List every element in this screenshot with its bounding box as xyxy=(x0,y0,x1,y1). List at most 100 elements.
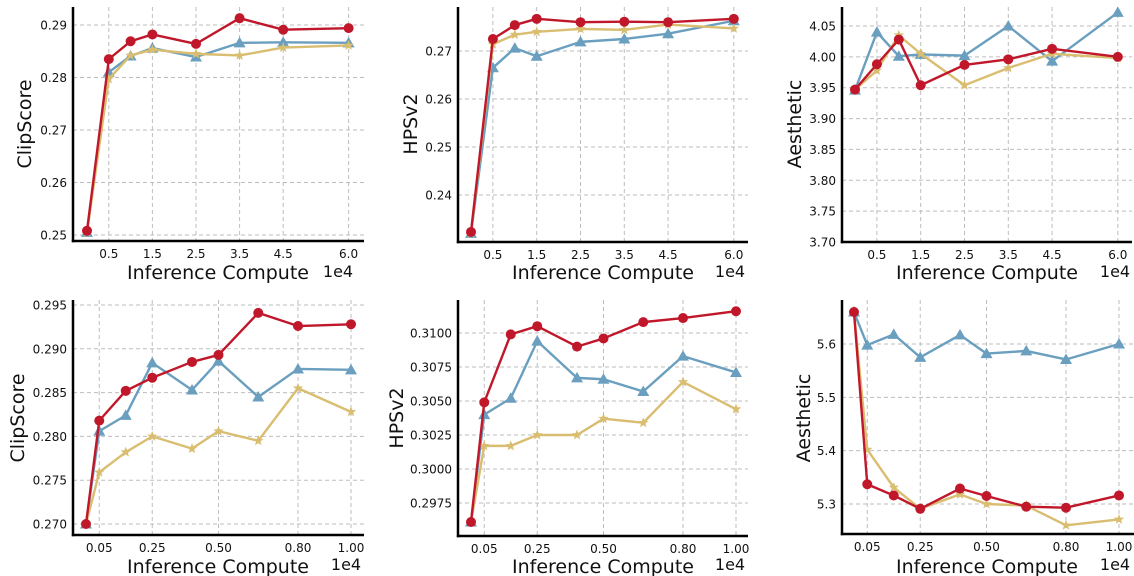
x-tick-label: 2.5 xyxy=(186,247,205,261)
data-point-red xyxy=(531,13,542,24)
x-offset-label: 1e4 xyxy=(715,555,745,574)
series-group xyxy=(849,6,1124,95)
chart-panel-bottom-right: 0.05 0.25 0.50 0.80 1.00 5.3 5.4 5.5 5.6 Inferenc… xyxy=(793,300,1134,576)
data-point-red xyxy=(1003,54,1014,65)
x-tick-label: 0.80 xyxy=(1053,540,1080,554)
data-point-red xyxy=(82,225,92,236)
x-tick-label: 2.5 xyxy=(955,248,974,262)
y-tick-label: 4.05 xyxy=(809,20,836,34)
data-point-red xyxy=(981,491,992,501)
data-point-blue xyxy=(508,42,521,53)
y-tick-label: 0.3000 xyxy=(410,463,452,477)
y-tick-label: 0.27 xyxy=(425,45,452,59)
data-point-red xyxy=(871,59,882,70)
series-group xyxy=(465,13,740,238)
data-point-yellow xyxy=(186,443,198,454)
x-tick-label: 0.05 xyxy=(86,541,113,555)
x-tick-label: 2.5 xyxy=(571,248,590,262)
y-tick-label: 3.95 xyxy=(809,81,836,95)
x-tick-label: 4.5 xyxy=(274,247,293,261)
data-point-yellow xyxy=(730,403,742,414)
x-tick-label: 0.50 xyxy=(973,540,1000,554)
data-point-red xyxy=(850,84,860,95)
series-line-blue xyxy=(469,19,735,234)
x-tick-label: 0.25 xyxy=(139,541,166,555)
data-point-yellow xyxy=(345,406,357,417)
y-tick-label: 0.280 xyxy=(33,430,67,444)
data-point-yellow xyxy=(277,42,289,53)
data-point-red xyxy=(343,23,354,34)
x-tick-label: 1.5 xyxy=(527,248,546,262)
y-tick-label: 0.295 xyxy=(33,299,67,313)
data-point-red xyxy=(278,24,289,35)
x-offset-label: 1e4 xyxy=(1100,555,1130,574)
y-tick-label: 3.75 xyxy=(809,205,836,219)
data-point-blue xyxy=(292,362,304,374)
y-tick-label: 0.29 xyxy=(40,19,67,33)
y-tick-label: 0.270 xyxy=(33,518,67,532)
data-point-red xyxy=(147,372,158,383)
x-tick-label: 1.00 xyxy=(723,542,750,556)
x-tick-label: 6.0 xyxy=(339,247,358,261)
data-point-red xyxy=(915,503,926,514)
x-offset-label: 1e4 xyxy=(1100,262,1130,281)
y-tick-label: 0.3100 xyxy=(410,327,452,341)
data-point-blue xyxy=(530,50,543,61)
y-axis-label: ClipScore xyxy=(7,373,29,462)
data-point-blue xyxy=(677,350,689,361)
data-point-yellow xyxy=(234,49,245,60)
x-axis-label: Inference Compute xyxy=(127,262,309,284)
data-point-red xyxy=(678,313,688,324)
x-axis-label: Inference Compute xyxy=(896,556,1078,576)
x-tick-label: 0.5 xyxy=(867,248,886,262)
x-tick-label: 0.05 xyxy=(854,540,881,554)
data-point-red xyxy=(1047,43,1058,54)
data-point-red xyxy=(1021,501,1032,512)
y-tick-label: 0.27 xyxy=(40,124,67,138)
data-point-yellow xyxy=(571,429,583,440)
data-point-blue xyxy=(345,363,357,375)
data-point-blue xyxy=(1046,55,1059,66)
data-point-red xyxy=(663,17,674,28)
data-point-yellow xyxy=(509,29,521,40)
series-line-yellow xyxy=(85,44,349,233)
data-point-yellow xyxy=(1003,62,1014,73)
chart-panel-top-middle: 0.5 1.5 2.5 3.5 4.5 6.0 0.24 0.25 0.26 0.27 Infere… xyxy=(400,7,748,284)
data-point-red xyxy=(1112,51,1123,62)
y-tick-label: 0.26 xyxy=(425,93,452,107)
data-point-blue xyxy=(870,26,883,37)
data-point-blue xyxy=(504,392,517,403)
data-point-yellow xyxy=(125,49,136,60)
y-tick-label: 5.5 xyxy=(817,391,836,405)
data-point-yellow xyxy=(915,48,926,59)
y-tick-label: 0.290 xyxy=(33,342,67,356)
series-group xyxy=(81,13,355,237)
data-point-yellow xyxy=(147,44,158,55)
series-line-blue xyxy=(469,339,737,523)
data-point-red xyxy=(1061,502,1071,513)
y-tick-label: 0.3025 xyxy=(410,429,452,443)
data-point-yellow xyxy=(954,488,966,499)
y-tick-label: 5.4 xyxy=(817,444,836,458)
x-axis-label: Inference Compute xyxy=(512,556,694,576)
y-tick-label: 0.2975 xyxy=(410,497,452,511)
x-tick-label: 0.50 xyxy=(205,541,232,555)
data-point-yellow xyxy=(888,481,899,492)
x-axis-label: Inference Compute xyxy=(127,556,309,576)
data-point-red xyxy=(862,479,873,490)
data-point-blue xyxy=(662,27,675,39)
data-point-red xyxy=(509,20,520,31)
x-offset-label: 1e4 xyxy=(715,262,745,281)
y-tick-label: 5.3 xyxy=(817,498,836,512)
data-point-blue xyxy=(252,390,265,402)
data-point-yellow xyxy=(959,79,970,90)
x-tick-label: 0.5 xyxy=(483,248,502,262)
data-point-blue xyxy=(478,408,491,420)
y-tick-label: 0.25 xyxy=(425,141,452,155)
x-axis-label: Inference Compute xyxy=(896,262,1078,284)
x-tick-label: 0.80 xyxy=(670,542,697,556)
data-point-yellow xyxy=(103,73,115,84)
data-point-yellow xyxy=(505,440,516,451)
y-tick-label: 0.28 xyxy=(40,71,67,85)
